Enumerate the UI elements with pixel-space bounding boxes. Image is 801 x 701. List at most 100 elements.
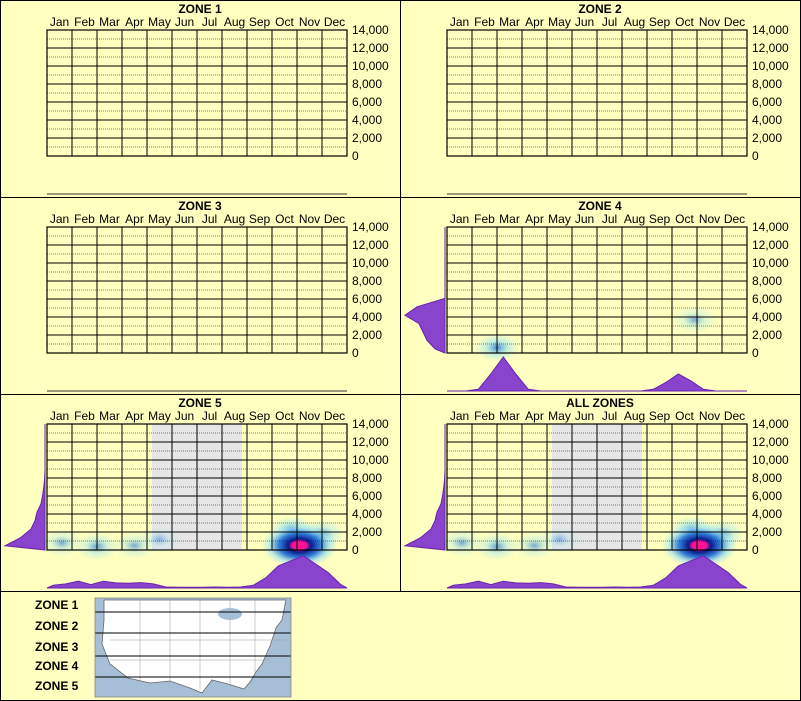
heatmap-hotspot <box>261 523 338 568</box>
month-label: Nov <box>299 15 320 29</box>
zone-panel: ZONE 3 Jan Feb Mar Apr May Jun Jul Aug Sep Oct Nov D… <box>46 199 389 392</box>
elevation-tick-label: 8,000 <box>352 77 382 91</box>
elevation-tick-label: 6,000 <box>352 489 382 503</box>
elevation-tick-label: 12,000 <box>752 435 789 449</box>
elevation-tick-label: 6,000 <box>352 292 382 306</box>
heatmap-hotspot <box>661 523 738 568</box>
legend-zone-1: ZONE 1 <box>35 598 79 612</box>
month-label: May <box>548 15 571 29</box>
plot-border <box>446 29 748 157</box>
elevation-tick-label: 8,000 <box>752 274 782 288</box>
elevation-tick-label: 14,000 <box>352 23 389 37</box>
month-label: Jan <box>50 409 69 423</box>
month-label: Oct <box>275 15 294 29</box>
elevation-tick-label: 6,000 <box>752 292 782 306</box>
legend-zone-5: ZONE 5 <box>35 679 79 693</box>
month-label: Mar <box>499 15 520 29</box>
heatmap-hotspot <box>137 525 182 554</box>
month-density-curve <box>447 356 747 392</box>
month-label: Jul <box>202 409 217 423</box>
elevation-density-curve <box>403 424 446 551</box>
map-great-lakes <box>218 608 242 620</box>
elevation-tick-label: 8,000 <box>352 274 382 288</box>
month-label: Mar <box>499 409 520 423</box>
month-label: Jun <box>575 15 594 29</box>
panel-title: ZONE 3 <box>178 199 222 213</box>
map-land <box>101 599 287 694</box>
month-density-curve <box>46 555 348 589</box>
month-label: Feb <box>74 212 95 226</box>
legend-zone-4: ZONE 4 <box>35 659 79 673</box>
month-label: Sep <box>249 15 271 29</box>
plot-border <box>446 226 748 354</box>
month-label: Feb <box>74 409 95 423</box>
elevation-tick-label: 0 <box>752 543 759 557</box>
month-label: Mar <box>99 409 120 423</box>
elevation-tick-label: 12,000 <box>752 238 789 252</box>
month-label: Sep <box>649 409 671 423</box>
month-label: Jul <box>602 409 617 423</box>
elevation-tick-label: 0 <box>352 346 359 360</box>
elevation-density-curve <box>3 424 46 551</box>
elevation-tick-label: 10,000 <box>352 256 389 270</box>
month-label: Jun <box>575 212 594 226</box>
elevation-tick-label: 0 <box>752 149 759 163</box>
month-label: Aug <box>224 212 245 226</box>
month-label: Nov <box>699 15 720 29</box>
month-label: Dec <box>724 15 745 29</box>
month-label: Jan <box>450 15 469 29</box>
elevation-tick-label: 2,000 <box>752 131 782 145</box>
month-label: Jul <box>202 212 217 226</box>
elevation-density-curve <box>404 227 446 354</box>
month-label: Dec <box>324 15 345 29</box>
month-label: Aug <box>624 409 645 423</box>
elevation-tick-label: 10,000 <box>352 59 389 73</box>
plot-border <box>446 423 748 551</box>
elevation-tick-label: 4,000 <box>752 507 782 521</box>
elevation-tick-label: 14,000 <box>752 417 789 431</box>
zone-panel: ZONE 1 Jan Feb Mar Apr May Jun Jul Aug Sep Oct Nov D… <box>46 2 389 195</box>
elevation-tick-label: 2,000 <box>752 328 782 342</box>
elevation-tick-label: 12,000 <box>352 41 389 55</box>
month-label: Jun <box>575 409 594 423</box>
month-label: Mar <box>499 212 520 226</box>
month-label: Oct <box>675 409 694 423</box>
month-label: Nov <box>699 409 720 423</box>
month-label: Dec <box>324 409 345 423</box>
elevation-tick-label: 10,000 <box>752 453 789 467</box>
month-label: Mar <box>99 15 120 29</box>
month-label: Apr <box>525 15 544 29</box>
elevation-tick-label: 6,000 <box>352 95 382 109</box>
elevation-tick-label: 4,000 <box>752 113 782 127</box>
month-label: Aug <box>624 212 645 226</box>
map-border <box>94 597 292 698</box>
month-label: May <box>548 409 571 423</box>
month-label: Jun <box>175 212 194 226</box>
month-label: Mar <box>99 212 120 226</box>
plot-border <box>46 29 348 157</box>
month-label: Jun <box>175 15 194 29</box>
panel-title: ALL ZONES <box>566 396 634 410</box>
elevation-tick-label: 14,000 <box>352 417 389 431</box>
month-label: Dec <box>724 212 745 226</box>
elevation-tick-label: 2,000 <box>352 525 382 539</box>
elevation-tick-label: 14,000 <box>352 220 389 234</box>
month-label: Nov <box>299 212 320 226</box>
month-label: Feb <box>474 15 495 29</box>
month-label: Jan <box>50 15 69 29</box>
zone-panel: ALL ZONES Jan Feb Mar Apr May Jun Jul Aug Sep Oct N… <box>403 396 789 589</box>
month-label: May <box>148 15 171 29</box>
month-label: Jan <box>50 212 69 226</box>
month-label: Apr <box>525 409 544 423</box>
elevation-tick-label: 10,000 <box>752 59 789 73</box>
elevation-tick-label: 12,000 <box>752 41 789 55</box>
month-label: May <box>148 212 171 226</box>
elevation-tick-label: 12,000 <box>352 238 389 252</box>
month-label: Aug <box>624 15 645 29</box>
month-label: Apr <box>125 212 144 226</box>
month-label: Oct <box>675 212 694 226</box>
panel-title: ZONE 1 <box>178 2 222 16</box>
elevation-tick-label: 6,000 <box>752 489 782 503</box>
elevation-tick-label: 2,000 <box>352 131 382 145</box>
